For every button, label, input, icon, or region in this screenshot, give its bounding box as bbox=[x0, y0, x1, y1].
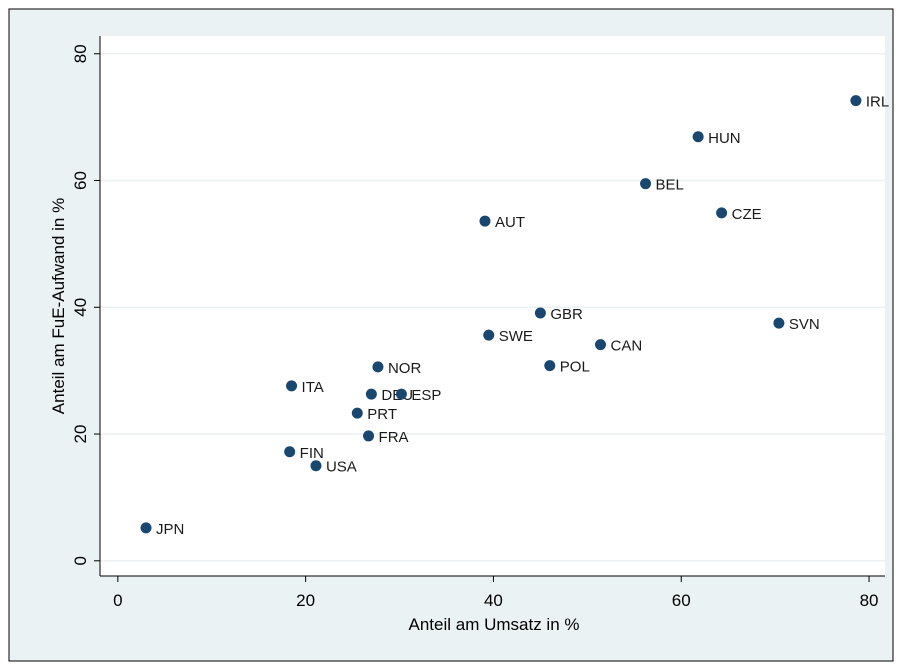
point bbox=[692, 131, 704, 143]
point-label: CAN bbox=[610, 338, 642, 355]
point-label: GBR bbox=[550, 306, 583, 323]
point-label: ITA bbox=[302, 379, 324, 396]
point-label: PRT bbox=[367, 406, 397, 423]
point bbox=[310, 460, 322, 472]
point-label: USA bbox=[326, 459, 357, 476]
grid bbox=[100, 52, 885, 562]
point-label: FIN bbox=[300, 445, 324, 462]
y-tick-label: 20 bbox=[71, 425, 90, 444]
point bbox=[140, 522, 152, 534]
point bbox=[286, 380, 298, 392]
point bbox=[483, 329, 495, 341]
point bbox=[716, 207, 728, 219]
x-axis-title: Anteil am Umsatz in % bbox=[409, 615, 580, 634]
point bbox=[544, 360, 556, 372]
point-label: HUN bbox=[708, 130, 741, 147]
x-tick-label: 20 bbox=[296, 591, 315, 610]
x-tick-label: 0 bbox=[113, 591, 122, 610]
point bbox=[395, 388, 407, 400]
point-label: CZE bbox=[732, 206, 762, 223]
point bbox=[365, 388, 377, 400]
point-label: JPN bbox=[156, 521, 184, 538]
point bbox=[372, 361, 384, 373]
point bbox=[773, 317, 785, 329]
y-tick-label: 40 bbox=[71, 298, 90, 317]
point bbox=[479, 215, 491, 227]
x-tick-label: 60 bbox=[672, 591, 691, 610]
point bbox=[351, 407, 363, 419]
point-label: FRA bbox=[379, 429, 409, 446]
x-tick-label: 40 bbox=[484, 591, 503, 610]
point-label: ESP bbox=[411, 387, 441, 404]
point-label: AUT bbox=[495, 214, 525, 231]
point-label: BEL bbox=[656, 177, 684, 194]
point-label: NOR bbox=[388, 360, 422, 377]
point bbox=[363, 430, 375, 442]
y-tick-label: 80 bbox=[71, 44, 90, 63]
point bbox=[594, 339, 606, 351]
plot-region bbox=[100, 36, 885, 576]
point bbox=[534, 307, 546, 319]
point bbox=[640, 178, 652, 190]
point-label: POL bbox=[560, 359, 590, 376]
y-axis-title: Anteil am FuE-Aufwand in % bbox=[49, 198, 68, 414]
x-tick-label: 80 bbox=[860, 591, 879, 610]
y-tick-label: 60 bbox=[71, 171, 90, 190]
point-label: SWE bbox=[499, 328, 533, 345]
point-label: IRL bbox=[866, 94, 889, 111]
point bbox=[850, 95, 862, 107]
y-tick-label: 0 bbox=[71, 556, 90, 565]
point bbox=[284, 446, 296, 458]
point-label: SVN bbox=[789, 316, 820, 333]
